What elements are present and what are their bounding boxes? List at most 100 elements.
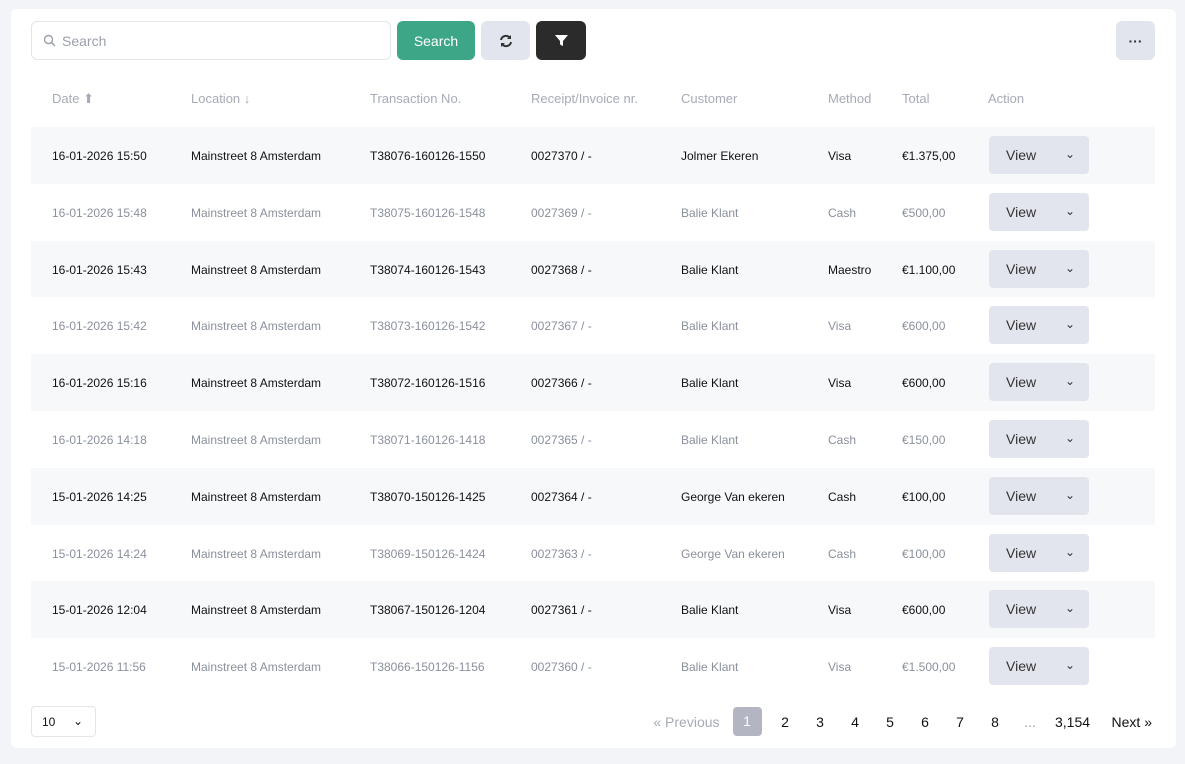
- page-link[interactable]: 3: [816, 713, 824, 730]
- table-row: 15-01-2026 14:24 Mainstreet 8 Amsterdam T3…: [31, 525, 1155, 582]
- view-label: View: [1006, 601, 1037, 618]
- column-header: Receipt/Invoice nr.: [531, 91, 638, 106]
- table-cell: Mainstreet 8 Amsterdam: [191, 149, 322, 163]
- view-button[interactable]: View ⌄: [989, 419, 1089, 458]
- search-icon: [43, 34, 56, 47]
- table-cell: Balie Klant: [681, 660, 739, 675]
- chevron-down-icon[interactable]: ⌄: [1064, 658, 1075, 673]
- table-cell: 16-01-2026 15:42: [52, 319, 147, 334]
- table-cell: Mainstreet 8 Amsterdam: [191, 376, 322, 391]
- table-cell: Balie Klant: [681, 432, 739, 447]
- page-link[interactable]: 3,154: [1055, 713, 1091, 730]
- view-button[interactable]: View ⌄: [989, 306, 1089, 345]
- pagination: « Previous 1 2 3 4 5 6 7 8... 3,154 Next »: [653, 707, 1152, 736]
- table-cell: €600,00: [902, 376, 946, 391]
- table-cell: €500,00: [902, 205, 946, 220]
- view-button[interactable]: View ⌄: [989, 647, 1089, 686]
- transactions-card: Search ··· Date ⬆ Location ↓ Transaction N…: [11, 9, 1176, 748]
- table-cell: George Van ekeren: [681, 546, 785, 561]
- chevron-down-icon[interactable]: ⌄: [1064, 374, 1075, 389]
- view-label: View: [1006, 487, 1037, 504]
- search-button[interactable]: Search: [397, 21, 475, 60]
- view-label: View: [1006, 544, 1037, 561]
- table-cell: €1.375,00: [902, 149, 956, 163]
- table-cell: 0027365 / -: [531, 432, 592, 447]
- page-link[interactable]: 2: [781, 713, 789, 730]
- table-cell: Mainstreet 8 Amsterdam: [191, 205, 322, 220]
- chevron-down-icon[interactable]: ⌄: [1064, 260, 1075, 275]
- page-link[interactable]: 4: [851, 713, 859, 730]
- table-cell: Jolmer Ekeren: [681, 149, 759, 163]
- view-button[interactable]: View ⌄: [989, 363, 1089, 402]
- table-cell: T38075-160126-1548: [370, 205, 486, 220]
- page-link[interactable]: 5: [886, 713, 894, 730]
- previous-page-link[interactable]: « Previous: [653, 713, 720, 730]
- table-cell: 16-01-2026 14:18: [52, 432, 147, 447]
- table-cell: 0027363 / -: [531, 546, 592, 561]
- table-cell: T38070-150126-1425: [370, 489, 486, 504]
- page-link[interactable]: 1: [732, 707, 762, 736]
- view-label: View: [1006, 374, 1037, 391]
- chevron-down-icon[interactable]: ⌄: [1064, 601, 1075, 616]
- table-cell: T38073-160126-1542: [370, 319, 486, 334]
- search-field[interactable]: [31, 21, 391, 60]
- column-header: Transaction No.: [370, 91, 462, 106]
- chevron-down-icon[interactable]: ⌄: [1064, 430, 1075, 445]
- table-cell: T38069-150126-1424: [370, 546, 486, 561]
- table-cell: €600,00: [902, 603, 946, 618]
- table-cell: Mainstreet 8 Amsterdam: [191, 432, 322, 447]
- table-cell: Cash: [828, 546, 857, 561]
- page-link: ...: [1024, 713, 1036, 730]
- table-cell: €150,00: [902, 432, 946, 447]
- table-cell: 16-01-2026 15:48: [52, 205, 147, 220]
- table-cell: 0027368 / -: [531, 262, 592, 277]
- table-cell: 0027366 / -: [531, 376, 592, 391]
- chevron-down-icon[interactable]: ⌄: [1064, 147, 1075, 161]
- page-size-select[interactable]: 10 ⌄: [31, 706, 96, 737]
- table-cell: €100,00: [902, 489, 946, 504]
- chevron-down-icon[interactable]: ⌄: [1064, 203, 1075, 218]
- table-cell: €600,00: [902, 319, 946, 334]
- table-cell: Visa: [828, 660, 852, 675]
- table-cell: T38074-160126-1543: [370, 262, 486, 277]
- table-cell: Mainstreet 8 Amsterdam: [191, 603, 322, 618]
- table-cell: Balie Klant: [681, 376, 739, 391]
- table-row: 15-01-2026 12:04 Mainstreet 8 Amsterdam T3…: [31, 581, 1155, 639]
- page-link[interactable]: 6: [921, 713, 929, 730]
- search-input[interactable]: [62, 32, 362, 49]
- view-label: View: [1006, 658, 1037, 675]
- refresh-button[interactable]: [481, 21, 530, 60]
- table-row: 16-01-2026 15:43 Mainstreet 8 Amsterdam T3…: [31, 240, 1155, 298]
- table-cell: Visa: [828, 376, 852, 391]
- table-row: 16-01-2026 15:42 Mainstreet 8 Amsterdam T3…: [31, 297, 1155, 354]
- chevron-down-icon[interactable]: ⌄: [1064, 544, 1075, 559]
- table-cell: Visa: [828, 603, 852, 618]
- table-cell: 0027361 / -: [531, 603, 592, 618]
- filter-icon: [554, 35, 568, 46]
- column-header[interactable]: Location ↓: [191, 91, 251, 106]
- table-cell: Visa: [828, 149, 852, 163]
- view-button[interactable]: View ⌄: [989, 476, 1089, 515]
- table-cell: 16-01-2026 15:16: [52, 376, 147, 391]
- view-button[interactable]: View ⌄: [989, 533, 1089, 572]
- page-link[interactable]: 7: [956, 713, 964, 730]
- view-button[interactable]: View ⌄: [989, 136, 1089, 174]
- view-button[interactable]: View ⌄: [989, 192, 1089, 231]
- view-label: View: [1006, 147, 1037, 163]
- view-label: View: [1006, 203, 1037, 220]
- view-button[interactable]: View ⌄: [989, 249, 1089, 288]
- table-cell: Cash: [828, 205, 857, 220]
- table-cell: 0027360 / -: [531, 660, 592, 675]
- chevron-down-icon[interactable]: ⌄: [1064, 317, 1075, 332]
- more-options-button[interactable]: ···: [1116, 21, 1155, 60]
- page-link[interactable]: 8: [991, 713, 999, 730]
- view-button[interactable]: View ⌄: [989, 590, 1089, 629]
- table-cell: T38076-160126-1550: [370, 149, 486, 163]
- table-cell: Mainstreet 8 Amsterdam: [191, 546, 322, 561]
- table-row: 15-01-2026 14:25 Mainstreet 8 Amsterdam T3…: [31, 467, 1155, 525]
- column-header[interactable]: Date ⬆: [52, 91, 94, 106]
- next-page-link[interactable]: Next »: [1111, 713, 1152, 730]
- table-row: 15-01-2026 11:56 Mainstreet 8 Amsterdam T3…: [31, 638, 1155, 695]
- filter-button[interactable]: [536, 21, 586, 60]
- chevron-down-icon[interactable]: ⌄: [1064, 487, 1075, 502]
